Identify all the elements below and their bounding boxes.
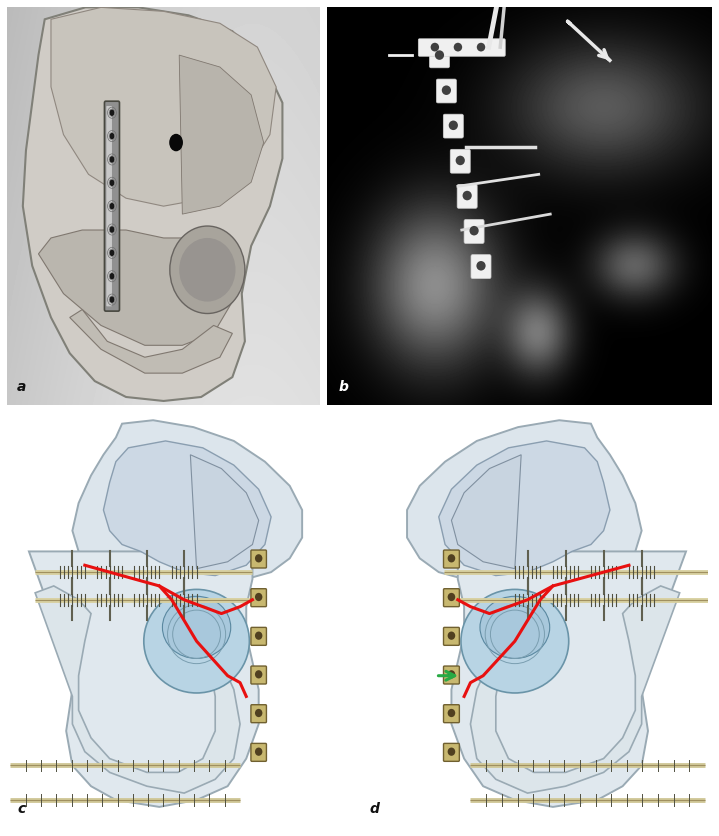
- Circle shape: [470, 227, 479, 236]
- FancyBboxPatch shape: [251, 705, 267, 723]
- Circle shape: [448, 632, 455, 640]
- FancyBboxPatch shape: [471, 255, 491, 279]
- Circle shape: [109, 227, 115, 234]
- Circle shape: [109, 297, 115, 303]
- Circle shape: [448, 554, 455, 563]
- Circle shape: [431, 43, 439, 53]
- Polygon shape: [38, 231, 232, 346]
- Circle shape: [109, 156, 115, 164]
- Polygon shape: [73, 421, 302, 579]
- FancyBboxPatch shape: [457, 186, 477, 209]
- FancyBboxPatch shape: [444, 550, 459, 568]
- Polygon shape: [470, 586, 679, 793]
- Polygon shape: [452, 545, 686, 807]
- FancyBboxPatch shape: [251, 666, 267, 684]
- FancyBboxPatch shape: [444, 666, 459, 684]
- Circle shape: [448, 670, 455, 679]
- Circle shape: [477, 262, 485, 271]
- FancyBboxPatch shape: [444, 115, 463, 139]
- Circle shape: [109, 110, 115, 117]
- FancyBboxPatch shape: [436, 80, 457, 104]
- Polygon shape: [191, 455, 259, 569]
- Polygon shape: [23, 8, 283, 401]
- Circle shape: [255, 594, 262, 601]
- FancyBboxPatch shape: [251, 743, 267, 762]
- Polygon shape: [104, 441, 271, 576]
- Circle shape: [109, 273, 115, 280]
- Circle shape: [448, 747, 455, 756]
- Polygon shape: [407, 421, 641, 579]
- Circle shape: [109, 180, 115, 187]
- Ellipse shape: [480, 597, 550, 659]
- FancyBboxPatch shape: [444, 589, 459, 607]
- Circle shape: [477, 43, 485, 53]
- Circle shape: [441, 86, 451, 96]
- Circle shape: [109, 203, 115, 211]
- FancyBboxPatch shape: [251, 628, 267, 645]
- FancyBboxPatch shape: [444, 705, 459, 723]
- FancyBboxPatch shape: [104, 102, 119, 312]
- Polygon shape: [70, 310, 232, 374]
- Text: d: d: [370, 801, 380, 815]
- Polygon shape: [452, 455, 521, 569]
- Text: b: b: [339, 380, 349, 394]
- FancyBboxPatch shape: [444, 743, 459, 762]
- Polygon shape: [439, 441, 610, 576]
- Ellipse shape: [144, 589, 249, 693]
- FancyBboxPatch shape: [429, 45, 449, 69]
- Circle shape: [449, 121, 458, 131]
- Polygon shape: [29, 545, 259, 807]
- FancyBboxPatch shape: [251, 550, 267, 568]
- FancyBboxPatch shape: [106, 107, 112, 307]
- Circle shape: [456, 156, 465, 166]
- Text: a: a: [17, 380, 26, 394]
- Circle shape: [169, 135, 183, 152]
- Circle shape: [454, 43, 462, 53]
- Polygon shape: [51, 8, 276, 206]
- Text: c: c: [17, 801, 26, 815]
- Circle shape: [255, 709, 262, 717]
- FancyBboxPatch shape: [418, 40, 505, 57]
- Ellipse shape: [162, 597, 231, 659]
- Circle shape: [448, 709, 455, 717]
- Ellipse shape: [461, 589, 569, 693]
- Circle shape: [255, 747, 262, 756]
- Ellipse shape: [170, 227, 245, 314]
- Circle shape: [109, 134, 115, 140]
- Polygon shape: [179, 56, 264, 215]
- Circle shape: [255, 632, 262, 640]
- Circle shape: [435, 51, 444, 61]
- FancyBboxPatch shape: [251, 589, 267, 607]
- FancyBboxPatch shape: [464, 220, 484, 244]
- Circle shape: [109, 250, 115, 257]
- Circle shape: [255, 554, 262, 563]
- Circle shape: [255, 670, 262, 679]
- FancyBboxPatch shape: [450, 150, 470, 174]
- Circle shape: [462, 191, 472, 201]
- Circle shape: [448, 594, 455, 601]
- Ellipse shape: [179, 239, 236, 303]
- Polygon shape: [35, 586, 240, 793]
- FancyBboxPatch shape: [444, 628, 459, 645]
